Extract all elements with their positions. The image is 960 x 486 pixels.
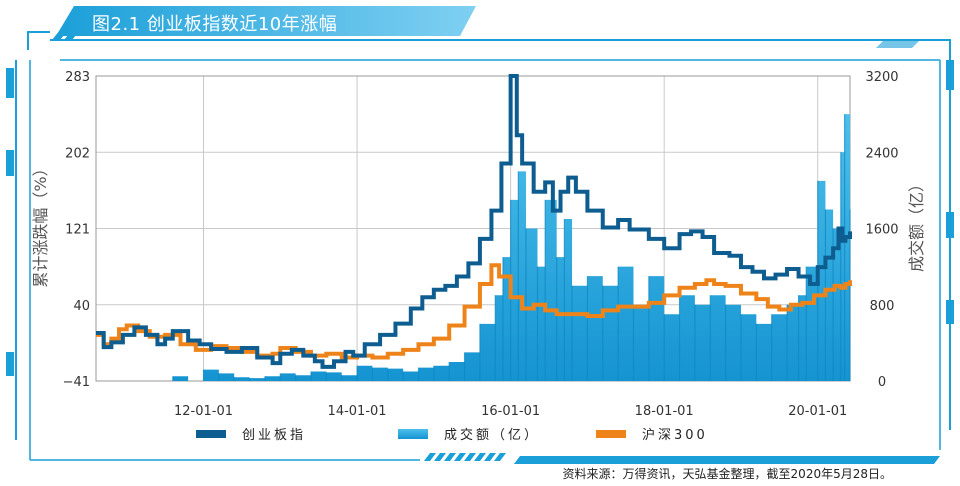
x-tick-label: 18-01-01 (635, 404, 694, 419)
title-banner (56, 6, 476, 36)
left-tick-label: −41 (63, 375, 90, 390)
chart-title: 图2.1 创业板指数近10年涨幅 (92, 14, 338, 35)
legend-turnover: 成交额（亿） (398, 427, 540, 443)
legend-gem-index: 创业板指 (196, 428, 306, 443)
series-lines (96, 74, 852, 369)
left-tick-label: 202 (65, 146, 90, 161)
right-tick-label: 1600 (865, 223, 898, 238)
left-tick-label: 121 (65, 223, 90, 238)
legend-label: 沪深300 (642, 427, 708, 443)
left-axis-label: 累计涨跌幅（%） (31, 160, 50, 287)
x-tick-label: 14-01-01 (328, 404, 387, 419)
turnover-area (96, 114, 850, 381)
turnover-bars (96, 114, 851, 381)
legend-swatch (196, 430, 226, 438)
legend-label: 成交额（亿） (444, 427, 540, 443)
left-tick-label: 40 (73, 299, 90, 314)
legend-swatch (596, 430, 626, 438)
legend-label: 创业板指 (242, 428, 306, 443)
left-axis-ticks: 283 202 121 40 −41 (63, 70, 90, 390)
left-tick-label: 283 (65, 70, 90, 85)
right-axis-ticks: 3200 2400 1600 800 0 (865, 70, 898, 390)
legend: 创业板指 成交额（亿） 沪深300 (196, 427, 708, 443)
legend-swatch (398, 429, 428, 439)
source-note: 资料来源：万得资讯，天弘基金整理，截至2020年5月28日。 (562, 467, 892, 481)
right-tick-label: 0 (878, 375, 886, 390)
right-tick-label: 2400 (865, 146, 898, 161)
x-tick-label: 20-01-01 (788, 404, 847, 419)
gem-index-line (96, 74, 852, 369)
right-tick-label: 3200 (865, 70, 898, 85)
right-axis-label: 成交额（亿） (907, 176, 926, 272)
right-tick-label: 800 (870, 299, 895, 314)
x-tick-label: 16-01-01 (481, 404, 540, 419)
x-tick-label: 12-01-01 (174, 404, 233, 419)
legend-hs300: 沪深300 (596, 427, 708, 443)
x-axis-ticks: 12-01-01 14-01-01 16-01-01 18-01-01 20-01-01 (174, 404, 847, 419)
